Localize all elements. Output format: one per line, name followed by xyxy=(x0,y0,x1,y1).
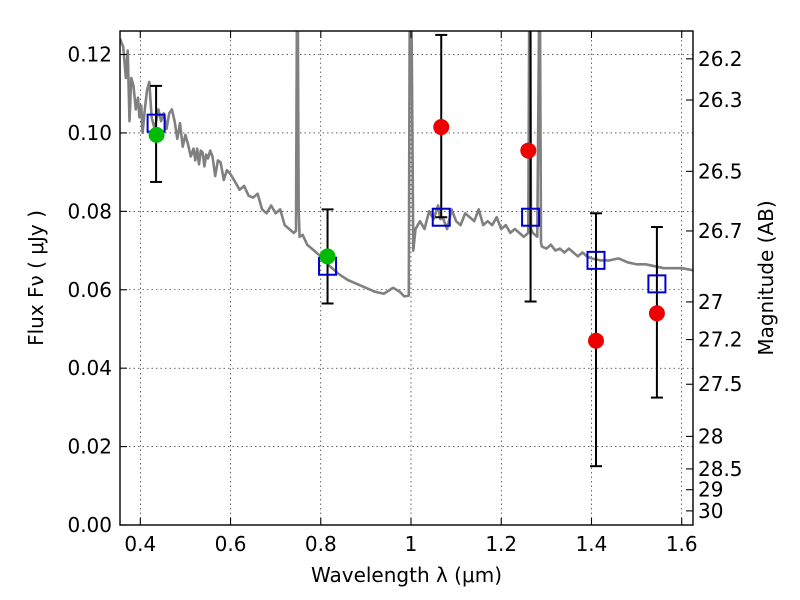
y-tick-label: 0.12 xyxy=(67,43,112,67)
x-tick-label: 0.8 xyxy=(305,532,337,556)
circle-point xyxy=(648,305,665,322)
y-axis-title: Flux Fν ( μJy ) xyxy=(24,210,48,346)
x-tick-label: 0.4 xyxy=(124,532,156,556)
x-tick-label: 1.2 xyxy=(485,532,517,556)
x-tick-label: 1.6 xyxy=(666,532,698,556)
y-tick-label: 0.04 xyxy=(67,356,112,380)
square-point xyxy=(431,207,451,227)
y2-tick-label: 27.2 xyxy=(698,328,743,352)
circle-point xyxy=(148,126,165,143)
y2-tick-label: 26.2 xyxy=(698,47,743,71)
y2-axis-title: Magnitude (AB) xyxy=(754,200,778,355)
axes: 0.4 0.6 0.8 1 1.2 1.4 1.6 0.00 0.02 0.04 0.06 0.08 0… xyxy=(67,31,743,556)
y2-tick-label: 27.5 xyxy=(698,372,743,396)
y2-tick-label: 30 xyxy=(698,499,723,523)
y-tick-label: 0.02 xyxy=(67,435,112,459)
y2-tick-label: 26.7 xyxy=(698,219,743,243)
y2-tick-label: 28 xyxy=(698,424,723,448)
square-point xyxy=(647,274,667,294)
y2-tick-label: 27 xyxy=(698,290,723,314)
y-tick-label: 0.08 xyxy=(67,199,112,223)
x-tick-label: 1.4 xyxy=(576,532,608,556)
y-tick-label: 0.00 xyxy=(67,513,112,537)
x-tick-label: 1 xyxy=(405,532,418,556)
y2-tick-label: 26.3 xyxy=(698,88,743,112)
y-tick-label: 0.10 xyxy=(67,121,112,145)
x-axis-title: Wavelength λ (μm) xyxy=(311,563,502,587)
square-point xyxy=(521,207,541,227)
circle-point xyxy=(520,142,537,159)
y2-tick-label: 29 xyxy=(698,478,723,502)
circle-point xyxy=(319,248,336,265)
square-point xyxy=(586,250,606,270)
plot-frame xyxy=(119,30,694,526)
plot-area xyxy=(120,31,693,468)
x-tick-label: 0.6 xyxy=(215,532,247,556)
model-spectrum-line xyxy=(120,31,693,298)
circle-point xyxy=(587,332,604,349)
y-tick-label: 0.06 xyxy=(67,278,112,302)
grid xyxy=(120,31,693,526)
y2-tick-label: 26.5 xyxy=(698,159,743,183)
circle-point xyxy=(433,119,450,136)
y2-tick-label: 28.5 xyxy=(698,457,743,481)
